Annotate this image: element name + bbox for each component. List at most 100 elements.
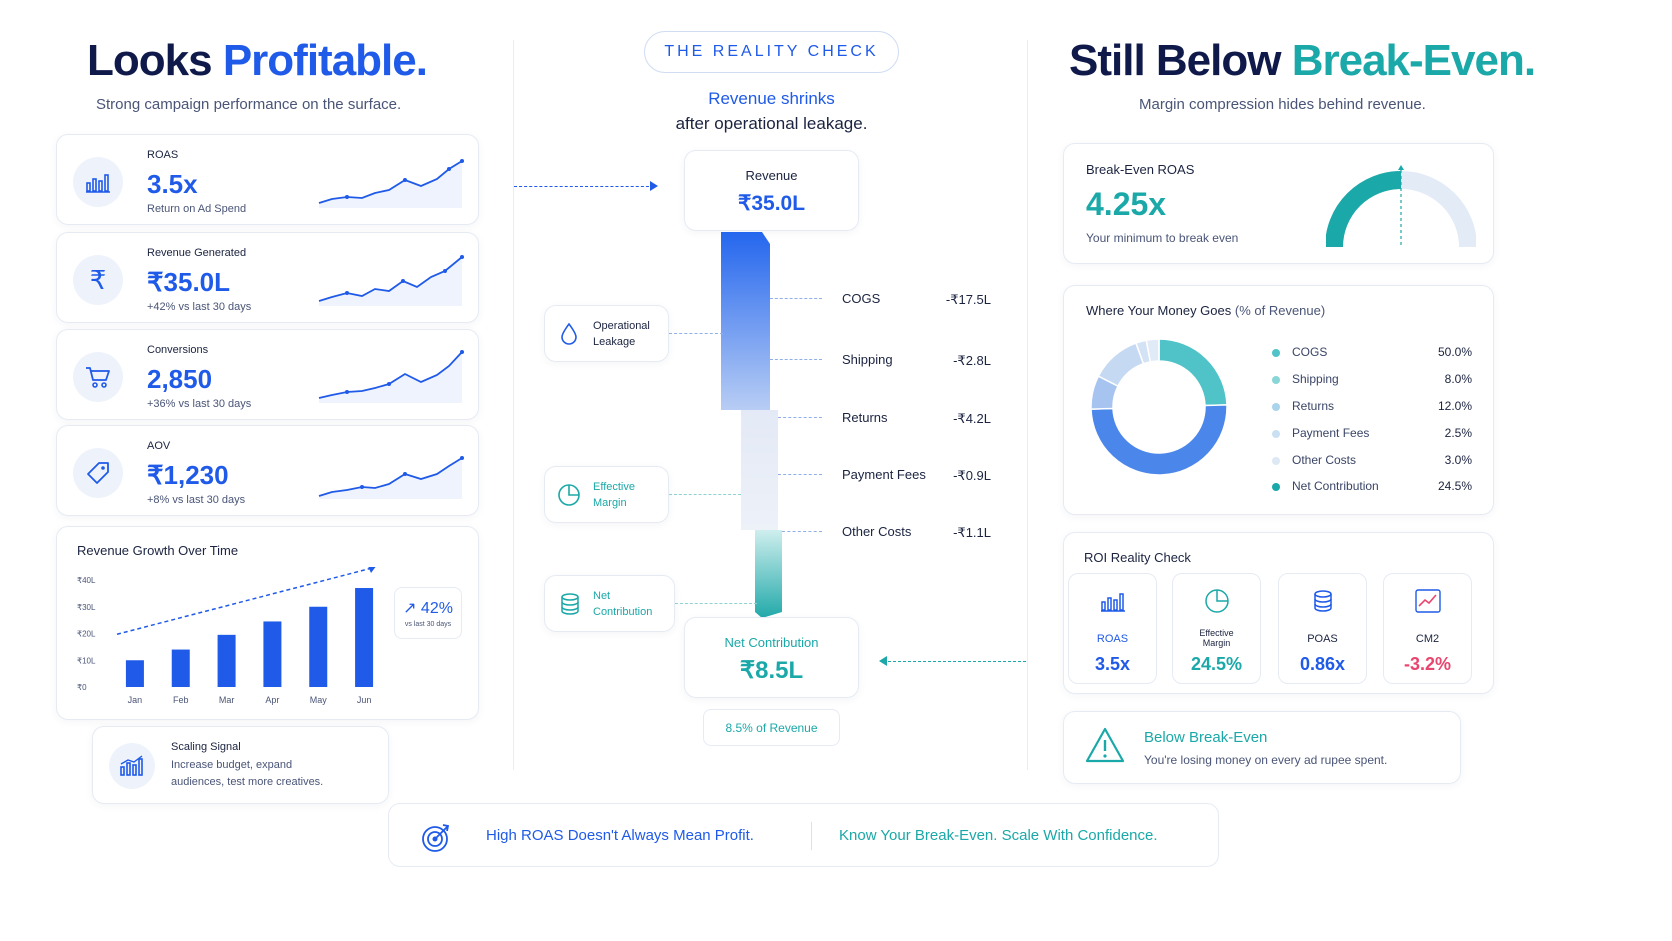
money-title: Where Your Money Goes (% of Revenue): [1086, 303, 1326, 318]
side-line-2: [669, 494, 741, 495]
cart-icon: [73, 352, 123, 402]
middle-heading-2: after operational leakage.: [675, 114, 868, 133]
scaling-text-2: audiences, test more creatives.: [171, 776, 324, 788]
kpi-label: Revenue Generated: [147, 247, 247, 259]
leak-line-payment: [778, 474, 822, 475]
bar-chart-icon: [1096, 584, 1130, 618]
legend-shipping: Shipping 8.0%: [1272, 372, 1472, 388]
roi-value: 3.5x: [1094, 654, 1131, 674]
breakeven-value: 4.25x: [1086, 186, 1167, 222]
x-tick-label: Feb: [173, 695, 189, 705]
net-pct-pill: 8.5% of Revenue: [703, 709, 840, 746]
chart-title: Revenue Growth Over Time: [77, 543, 239, 558]
drop-icon: [559, 322, 579, 351]
x-tick-label: Mar: [219, 695, 235, 705]
roi-value: -3.2%: [1403, 654, 1452, 674]
roi-label: Effective Margin: [1199, 628, 1234, 648]
coins-icon: [559, 592, 581, 621]
x-tick-label: Jun: [357, 695, 372, 705]
kpi-card-conversions[interactable]: Conversions 2,850 +36% vs last 30 days: [56, 329, 479, 420]
growth-badge: ↗ 42% vs last 30 days: [394, 587, 462, 639]
side-label-2a: Effective: [593, 481, 635, 493]
leak-label-other: Other Costs: [842, 524, 912, 539]
net-label: Net Contribution: [724, 635, 819, 650]
legend-dot: [1272, 483, 1280, 491]
right-subtitle: Margin compression hides behind revenue.: [1139, 96, 1426, 113]
trend-chart-icon: [1411, 584, 1445, 618]
y-tick-label: ₹10L: [77, 656, 96, 665]
side-label-1a: Operational: [593, 320, 650, 332]
leak-line-other: [782, 531, 822, 532]
flow-arrow-left: [514, 186, 654, 187]
net-value: ₹8.5L: [739, 657, 804, 684]
kpi-label: ROAS: [147, 149, 179, 161]
leakage-funnel: [721, 232, 782, 618]
target-icon: [421, 821, 453, 858]
right-title: Still Below Break-Even.: [1069, 36, 1536, 85]
legend-net: Net Contribution 24.5%: [1272, 479, 1472, 495]
coins-icon: [1306, 584, 1340, 618]
breakeven-card: Break-Even ROAS 4.25x Your minimum to br…: [1063, 143, 1494, 264]
breakeven-label: Break-Even ROAS: [1086, 162, 1195, 177]
legend-returns: Returns 12.0%: [1272, 399, 1472, 415]
leak-line-cogs: [770, 298, 822, 299]
trend-arrow-head: [368, 567, 376, 574]
bar: [263, 621, 282, 687]
bar-chart-icon: [73, 157, 123, 207]
footer-banner: High ROAS Doesn't Always Mean Profit. Kn…: [388, 803, 1219, 867]
donut-slice: [1097, 342, 1145, 388]
sparkline: [318, 456, 464, 499]
donut-slice: [1090, 404, 1228, 476]
net-contribution-side-card: Net Contribution: [544, 575, 675, 632]
y-tick-label: ₹0: [77, 683, 87, 692]
kpi-label: Conversions: [147, 344, 209, 356]
reality-check-text: THE REALITY CHECK: [664, 43, 879, 60]
rupee-icon: ₹: [73, 255, 123, 305]
warning-title: Below Break-Even: [1144, 729, 1268, 746]
roi-card-poas: POAS 0.86x: [1278, 573, 1367, 684]
leak-line-returns: [778, 417, 822, 418]
sparkline: [318, 255, 464, 306]
kpi-value: 3.5x: [147, 169, 198, 199]
left-title: Looks Profitable.: [87, 36, 428, 85]
divider-right: [1027, 40, 1028, 770]
roi-label: CM2: [1415, 632, 1440, 645]
kpi-card-roas[interactable]: ROAS 3.5x Return on Ad Spend: [56, 134, 479, 225]
kpi-card-aov[interactable]: AOV ₹1,230 +8% vs last 30 days: [56, 425, 479, 516]
side-line-1: [669, 333, 723, 334]
leak-line-shipping: [770, 359, 822, 360]
kpi-sub: +8% vs last 30 days: [147, 494, 246, 506]
bar-chart-icon: [109, 743, 155, 789]
legend-cogs: COGS 50.0%: [1272, 345, 1472, 361]
kpi-sub: Return on Ad Spend: [147, 203, 247, 215]
kpi-value: ₹1,230: [147, 460, 229, 490]
leak-value-cogs: -₹17.5L: [945, 292, 991, 307]
legend-dot: [1272, 349, 1280, 357]
revenue-value: ₹35.0L: [737, 192, 806, 215]
arrow-head-left-icon: [879, 656, 887, 666]
divider-left: [513, 40, 514, 770]
side-label-3a: Net: [593, 590, 611, 602]
side-label-1b: Leakage: [593, 336, 636, 348]
legend-dot: [1272, 376, 1280, 384]
kpi-card-revenue[interactable]: ₹ Revenue Generated ₹35.0L +42% vs last …: [56, 232, 479, 323]
growth-badge-sub: vs last 30 days: [404, 621, 452, 628]
leak-label-cogs: COGS: [842, 291, 881, 306]
roi-card-roas: ROAS 3.5x: [1068, 573, 1157, 684]
reality-check-pill: THE REALITY CHECK: [644, 31, 899, 73]
footer-divider: [811, 822, 812, 850]
sparkline: [318, 350, 464, 403]
x-tick-label: May: [310, 695, 328, 705]
leak-label-shipping: Shipping: [842, 352, 893, 367]
bar: [355, 588, 374, 687]
legend-dot: [1272, 403, 1280, 411]
roi-title: ROI Reality Check: [1084, 550, 1191, 565]
revenue-label: Revenue: [745, 168, 798, 183]
warning-text: You're losing money on every ad rupee sp…: [1144, 753, 1388, 767]
roi-value: 0.86x: [1299, 654, 1346, 674]
growth-badge-value: ↗ 42%: [403, 600, 453, 617]
leak-value-payment: -₹0.9L: [953, 468, 991, 483]
kpi-label: AOV: [147, 440, 171, 452]
roi-value: 24.5%: [1190, 654, 1243, 674]
kpi-value: ₹35.0L: [147, 267, 231, 297]
